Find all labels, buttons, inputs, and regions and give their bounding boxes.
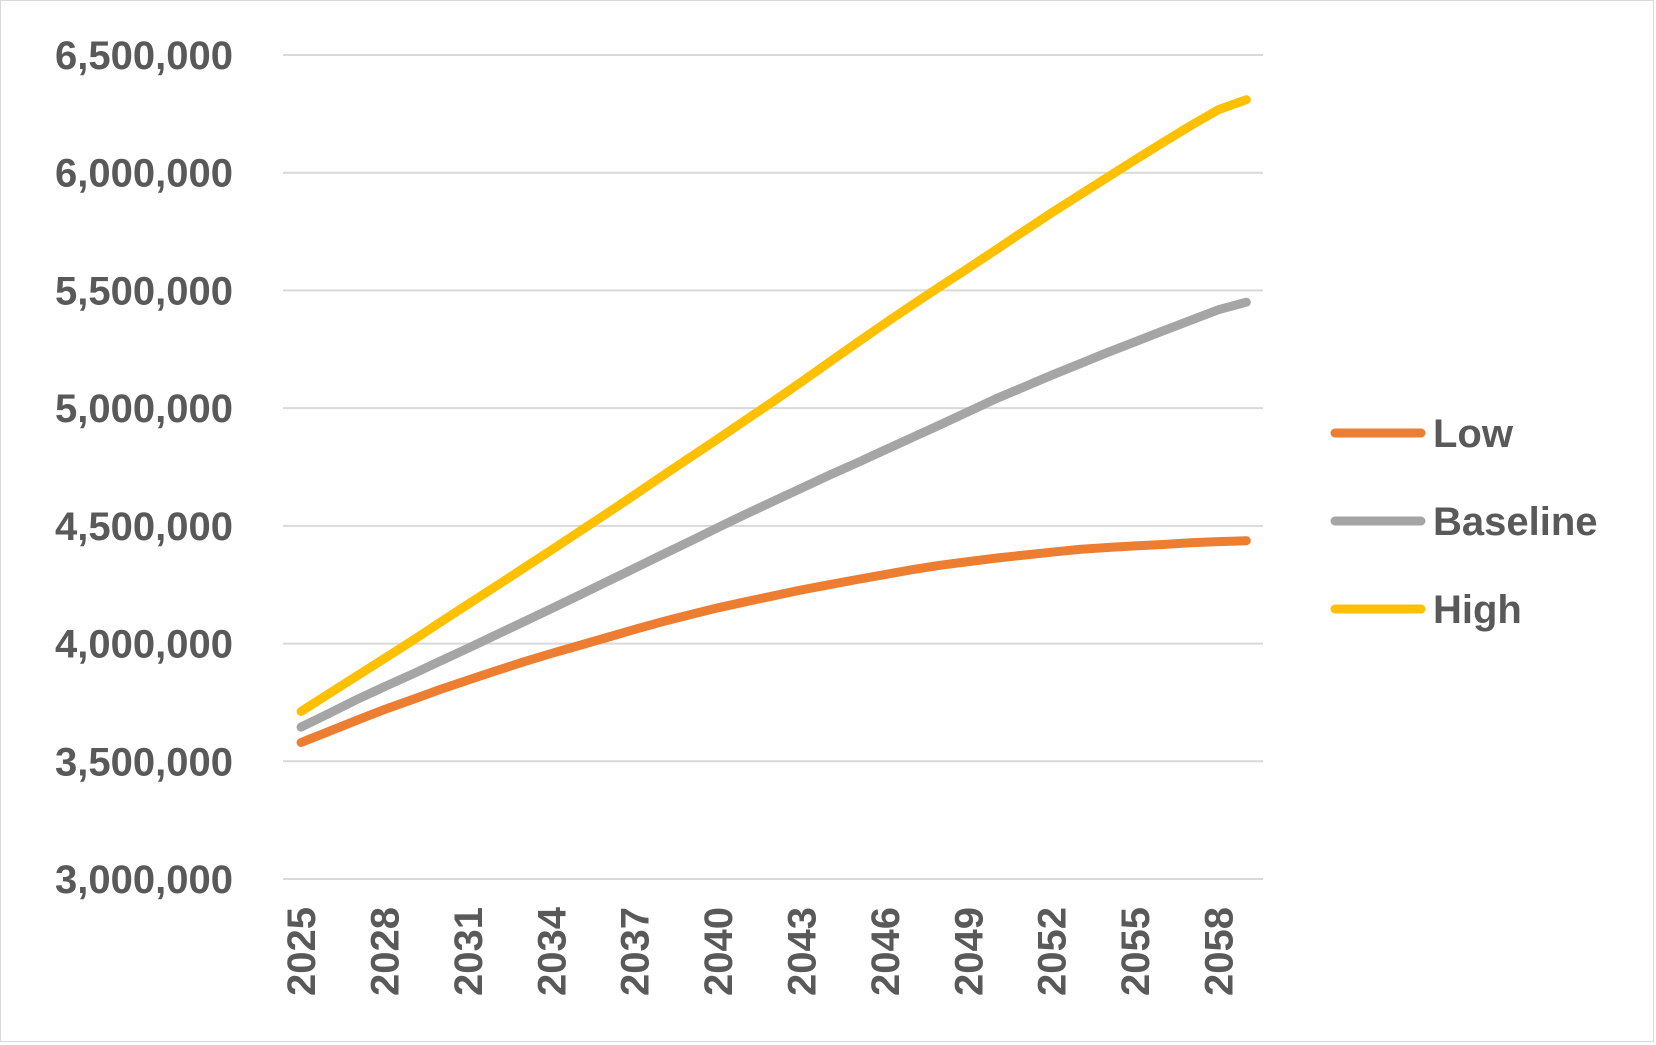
- legend: Low Baseline High: [1330, 412, 1598, 632]
- x-tick-label: 2055: [1114, 907, 1158, 996]
- y-tick-label: 5,000,000: [55, 387, 233, 431]
- x-tick-label: 2046: [864, 907, 908, 996]
- gridlines: [283, 54, 1263, 880]
- y-tick-label: 4,500,000: [55, 505, 233, 549]
- x-tick-label: 2037: [614, 907, 658, 996]
- y-axis-ticks: 3,000,000 3,500,000 4,000,000 4,500,000 5,00…: [55, 34, 233, 902]
- series-lines: [296, 95, 1251, 747]
- y-tick-label: 3,000,000: [55, 858, 233, 902]
- legend-label-baseline: Baseline: [1433, 500, 1598, 544]
- x-tick-label: 2034: [530, 906, 574, 996]
- x-tick-label: 2031: [447, 907, 491, 996]
- y-tick-label: 4,000,000: [55, 623, 233, 667]
- y-tick-label: 6,500,000: [55, 34, 233, 78]
- series-line-low: [296, 536, 1251, 747]
- y-tick-label: 3,500,000: [55, 740, 233, 784]
- x-tick-label: 2025: [280, 907, 324, 996]
- series-line-high: [296, 95, 1251, 716]
- y-tick-label: 6,000,000: [55, 152, 233, 196]
- x-tick-label: 2043: [780, 907, 824, 996]
- x-tick-label: 2028: [363, 907, 407, 996]
- legend-label-high: High: [1433, 588, 1522, 632]
- series-line-baseline: [296, 297, 1251, 732]
- x-tick-label: 2040: [697, 907, 741, 996]
- y-tick-label: 5,500,000: [55, 269, 233, 313]
- x-tick-label: 2049: [947, 907, 991, 996]
- x-tick-label: 2058: [1198, 907, 1242, 996]
- x-axis-ticks: 2025 2028 2031 2034 2037 2040 2043 2046 2049 2052…: [280, 906, 1241, 996]
- legend-label-low: Low: [1433, 412, 1514, 456]
- x-tick-label: 2052: [1031, 907, 1075, 996]
